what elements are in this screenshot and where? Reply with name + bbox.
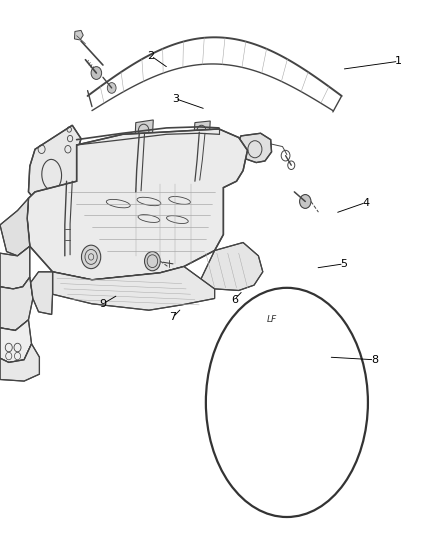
Polygon shape xyxy=(199,243,263,290)
Text: LF: LF xyxy=(266,316,277,324)
Circle shape xyxy=(91,67,102,79)
Polygon shape xyxy=(0,246,30,289)
Text: 6: 6 xyxy=(231,295,238,304)
Polygon shape xyxy=(27,129,247,280)
Circle shape xyxy=(81,245,101,269)
Text: 5: 5 xyxy=(340,259,347,269)
Ellipse shape xyxy=(206,288,368,517)
Polygon shape xyxy=(194,121,210,140)
Polygon shape xyxy=(0,320,32,362)
Text: 4: 4 xyxy=(362,198,369,207)
Polygon shape xyxy=(0,344,39,381)
Circle shape xyxy=(300,195,311,208)
Text: 9: 9 xyxy=(99,299,106,309)
Polygon shape xyxy=(237,133,272,163)
Polygon shape xyxy=(219,380,337,463)
Text: 1: 1 xyxy=(395,56,402,66)
Polygon shape xyxy=(0,277,33,330)
Circle shape xyxy=(107,83,116,93)
Circle shape xyxy=(145,252,160,271)
Polygon shape xyxy=(28,125,81,203)
Polygon shape xyxy=(0,198,30,256)
Polygon shape xyxy=(231,390,326,452)
Polygon shape xyxy=(74,30,83,40)
Text: 7: 7 xyxy=(170,312,177,322)
Polygon shape xyxy=(135,120,153,141)
Text: 8: 8 xyxy=(371,355,378,365)
Polygon shape xyxy=(31,272,53,314)
Text: 3: 3 xyxy=(172,94,179,103)
Polygon shape xyxy=(53,266,215,310)
Text: 2: 2 xyxy=(148,51,155,61)
Polygon shape xyxy=(298,394,314,418)
